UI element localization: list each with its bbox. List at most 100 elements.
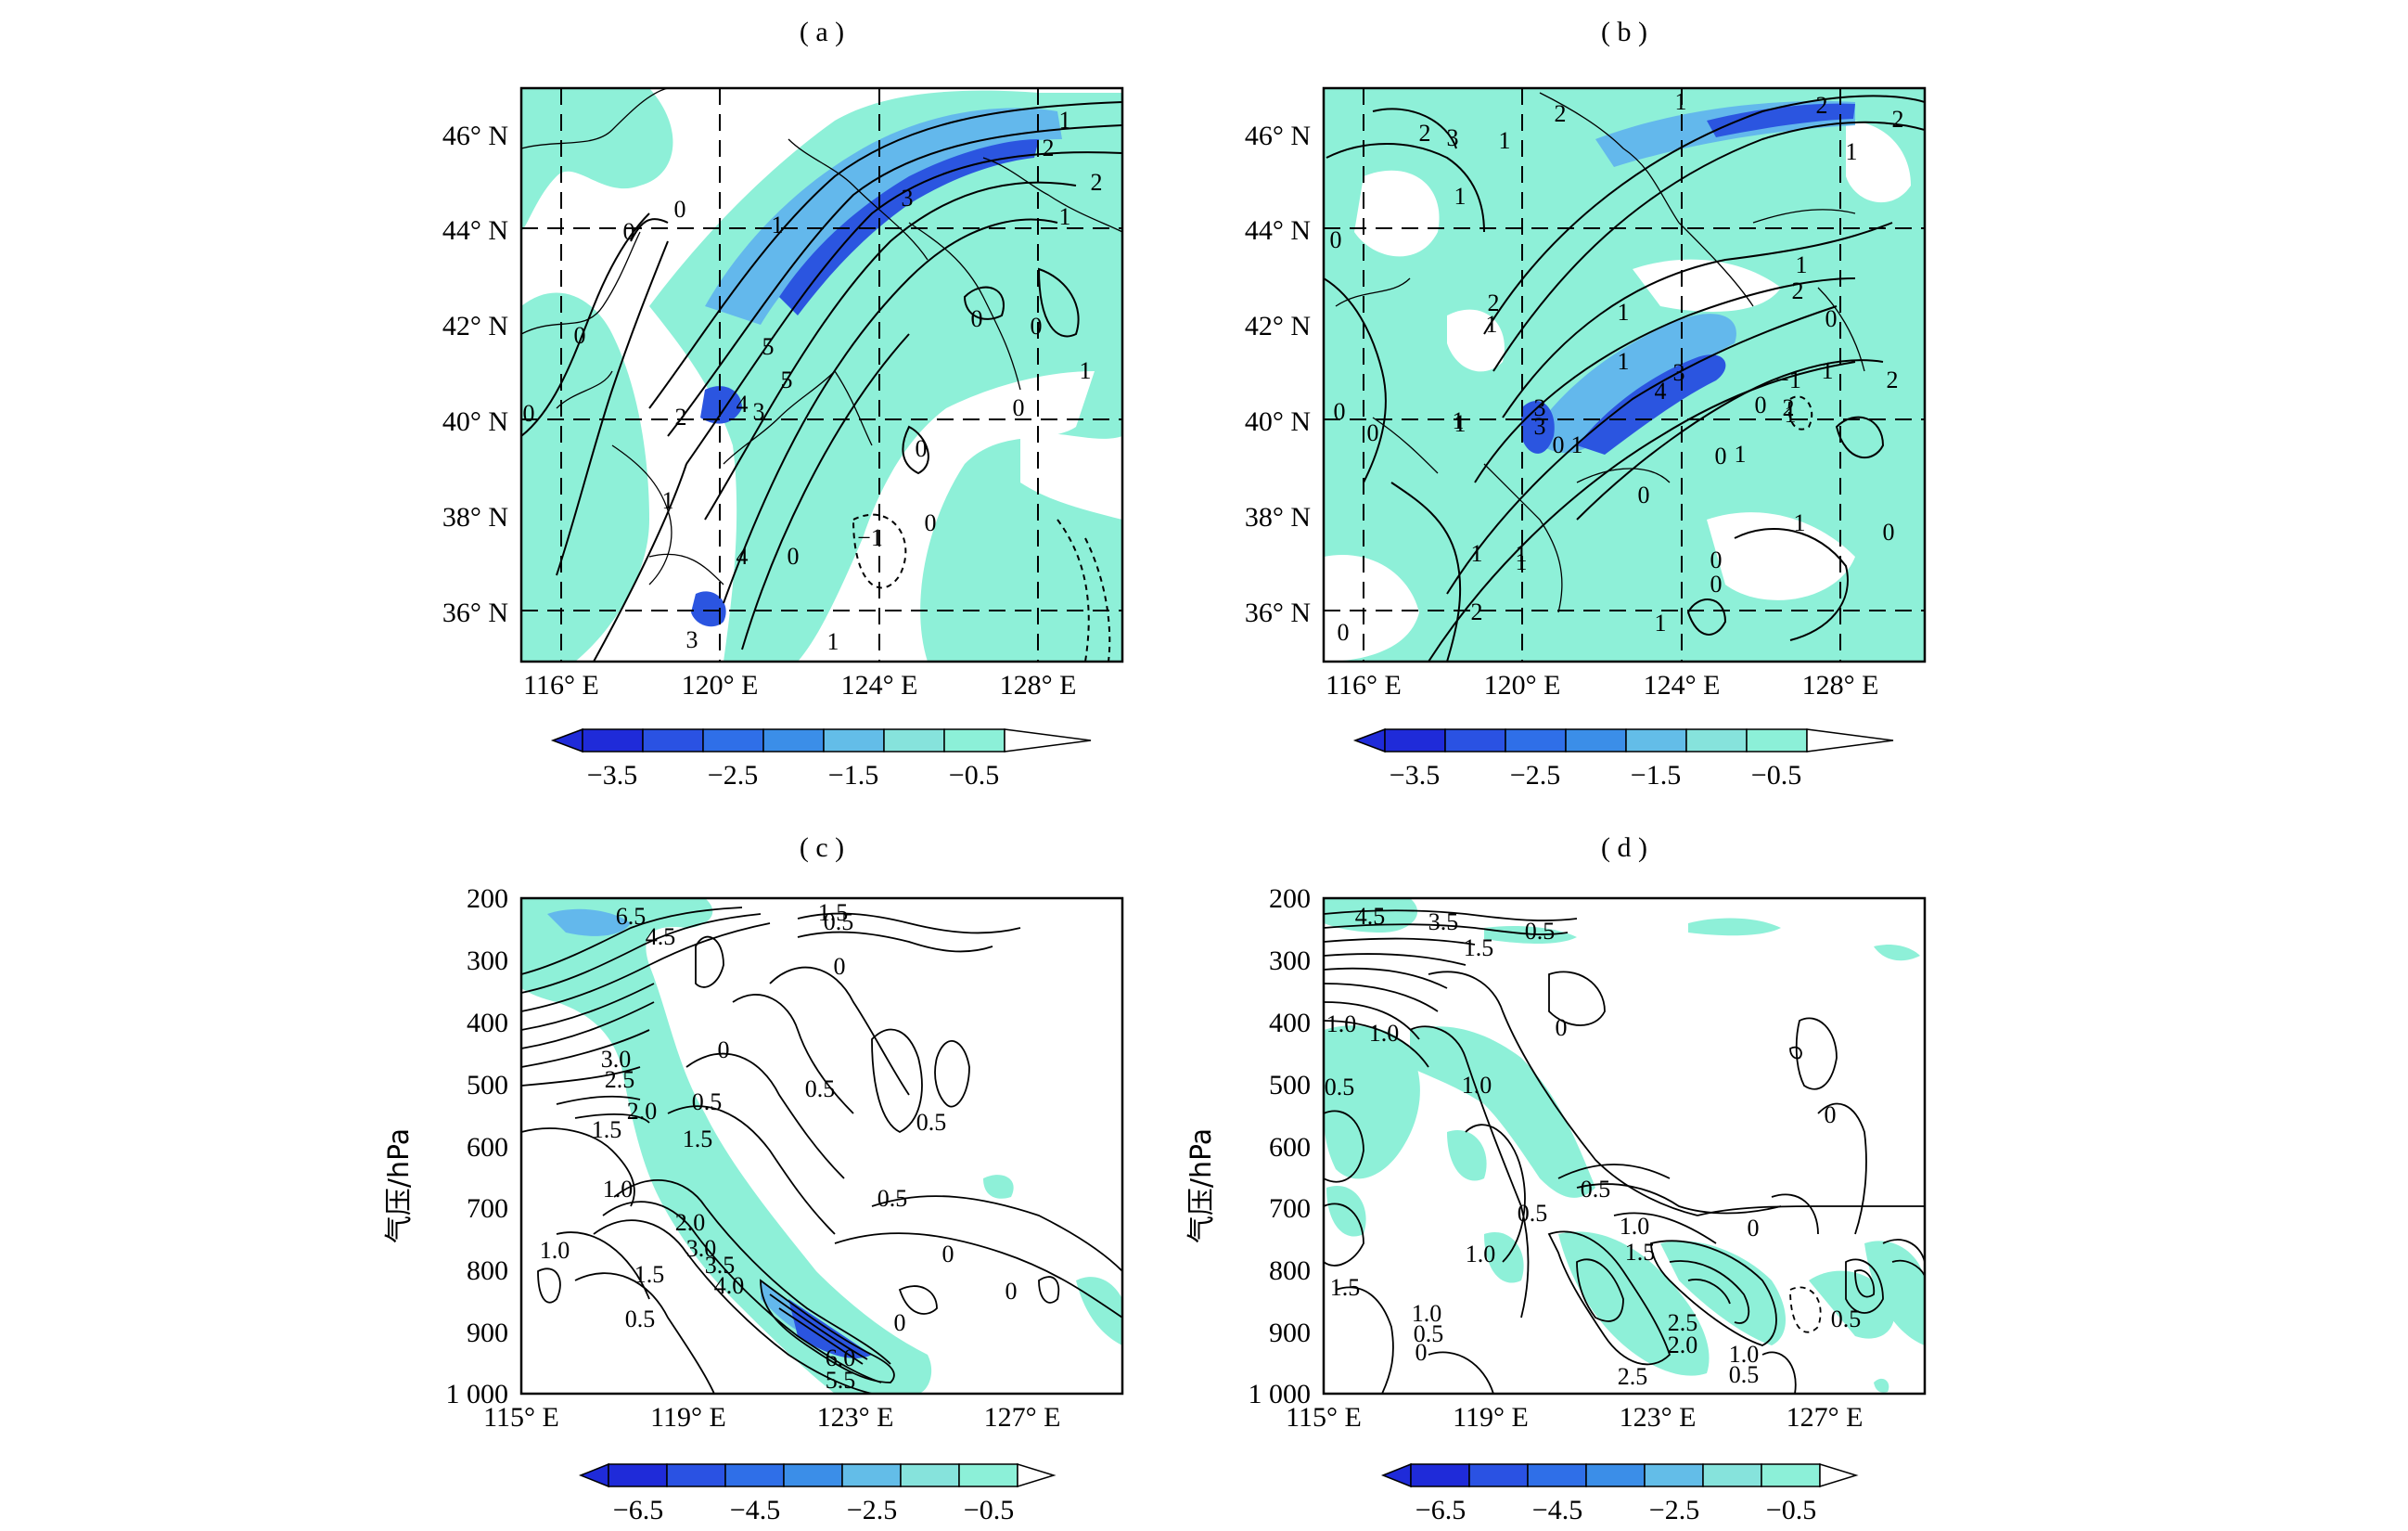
x-tick-label: 115° E xyxy=(483,1402,559,1433)
y-tick-label: 1 000 xyxy=(446,1379,509,1409)
contour-label: 1.0 xyxy=(1412,1300,1442,1327)
contour-label: 0 xyxy=(1330,226,1342,253)
contour-label: 1 xyxy=(1059,203,1071,230)
contour-label: 1.0 xyxy=(1369,1020,1400,1047)
colorbar-label: −2.5 xyxy=(1649,1495,1699,1525)
panel-c-x-ticks: 115° E 119° E 123° E 127° E xyxy=(483,1402,1060,1433)
panel-a-y-ticks: 46° N 44° N 42° N 40° N 38° N 36° N xyxy=(442,121,508,628)
panel-a-contour-labels: 1 2 2 1 3 0 0 1 0 5 0 1 0 0 5 4 3 2 0 0 xyxy=(523,107,1103,655)
panel-b-title: ( b ) xyxy=(1601,17,1647,47)
contour-label: 2 xyxy=(1091,169,1103,196)
contour-label: 1 xyxy=(1785,401,1797,428)
x-tick-label: 119° E xyxy=(650,1402,726,1433)
y-tick-label: 44° N xyxy=(442,215,508,246)
contour-label: 3 xyxy=(1673,359,1685,386)
contour-label: 0 xyxy=(1825,1101,1837,1128)
panel-d-plot: 4.5 3.5 1.5 0.5 1.0 1.0 0.5 1.0 0 0 0.5 … xyxy=(1324,898,1925,1394)
colorbar-label: −6.5 xyxy=(613,1495,663,1525)
contour-label: 1 xyxy=(1453,407,1465,434)
contour-label: 0 xyxy=(1710,547,1723,573)
contour-label: 1 xyxy=(1796,251,1808,278)
contour-label: −1 xyxy=(857,524,883,551)
panel-d-y-axis-label: 气压/hPa xyxy=(1185,1128,1218,1243)
y-tick-label: 700 xyxy=(1269,1193,1311,1224)
panel-b-frame xyxy=(1322,86,1927,663)
y-tick-label: 38° N xyxy=(442,502,508,533)
contour-label: 0.5 xyxy=(692,1088,723,1115)
contour-label: 0 xyxy=(1005,1278,1018,1305)
x-tick-label: 124° E xyxy=(1644,670,1721,701)
panel-c-frame xyxy=(519,896,1124,1396)
contour-label: 1 xyxy=(1516,540,1528,567)
contour-label: 0.5 xyxy=(824,908,854,935)
contour-label: 2.0 xyxy=(1668,1332,1698,1358)
colorbar-label: −0.5 xyxy=(949,760,999,791)
contour-label: 1.5 xyxy=(818,899,849,926)
contour-label: 0 xyxy=(1825,305,1838,332)
panel-d-title: ( d ) xyxy=(1601,832,1647,863)
y-tick-label: 600 xyxy=(1269,1132,1311,1163)
contour-label: 2 xyxy=(675,404,687,431)
y-tick-label: 300 xyxy=(467,946,508,976)
y-tick-label: 42° N xyxy=(442,311,508,341)
y-tick-label: 1 000 xyxy=(1249,1379,1312,1409)
contour-label: 1 xyxy=(1454,183,1467,210)
panel-c-shading xyxy=(521,898,1122,1394)
contour-label: 0.5 xyxy=(916,1109,947,1136)
contour-label: 2 xyxy=(1892,106,1904,133)
contour-label: 1.5 xyxy=(683,1126,713,1152)
y-tick-label: 36° N xyxy=(442,598,508,628)
y-tick-label: 900 xyxy=(1269,1318,1311,1348)
contour-label: 1 xyxy=(1618,299,1630,326)
contour-label: 2.0 xyxy=(627,1098,658,1125)
contour-label: 1.5 xyxy=(1625,1239,1656,1266)
panel-b-shading xyxy=(1324,88,1925,662)
colorbar-label: −0.5 xyxy=(1766,1495,1816,1525)
x-tick-label: 123° E xyxy=(817,1402,894,1433)
contour-label: 1 xyxy=(1454,410,1467,437)
contour-label: 0.5 xyxy=(1729,1361,1760,1388)
contour-label: 1 xyxy=(1486,311,1498,338)
panel-b-contours xyxy=(1324,95,1925,662)
panel-c-contours xyxy=(521,907,1122,1394)
colorbar-label: −6.5 xyxy=(1415,1495,1466,1525)
contour-label: 3.0 xyxy=(686,1235,717,1262)
panel-a-borders xyxy=(521,88,1122,585)
contour-label: 0.5 xyxy=(625,1306,656,1332)
panel-b-grid xyxy=(1324,88,1925,662)
panel-d-contour-labels: 4.5 3.5 1.5 0.5 1.0 1.0 0.5 1.0 0 0 0.5 … xyxy=(1325,903,1862,1390)
panel-a-colorbar: −3.5 −2.5 −1.5 −0.5 xyxy=(550,727,1092,791)
contour-label: 2.0 xyxy=(675,1209,706,1236)
y-tick-label: 400 xyxy=(1269,1008,1311,1038)
panel-c-plot: 6.5 4.5 1.5 0.5 0 0 3.0 2.5 2.0 1.5 0.5 … xyxy=(521,898,1122,1394)
contour-label: 1 xyxy=(1080,357,1092,384)
contour-label: 0 xyxy=(1715,443,1727,470)
contour-label: 1 xyxy=(1846,138,1858,165)
contour-label: 1 xyxy=(1571,431,1583,458)
x-tick-label: 127° E xyxy=(1787,1402,1864,1433)
colorbar-label: −1.5 xyxy=(828,760,878,791)
y-tick-label: 800 xyxy=(467,1255,508,1286)
contour-label: 1.5 xyxy=(1464,934,1494,961)
contour-label: 0 xyxy=(1883,519,1895,546)
x-tick-label: 115° E xyxy=(1286,1402,1362,1433)
y-tick-label: 500 xyxy=(467,1070,508,1100)
contour-label: 0 xyxy=(1367,419,1379,446)
contour-label: 3 xyxy=(902,185,914,212)
contour-label: 2 xyxy=(1419,120,1431,147)
panel-c-title: ( c ) xyxy=(800,832,844,863)
contour-label: 0 xyxy=(971,305,983,332)
contour-label: 0 xyxy=(1415,1339,1428,1366)
y-tick-label: 200 xyxy=(467,883,508,914)
x-tick-label: 120° E xyxy=(1484,670,1561,701)
colorbar-label: −4.5 xyxy=(1532,1495,1582,1525)
contour-label: 2 xyxy=(1488,289,1500,316)
colorbar-label: −3.5 xyxy=(1390,760,1440,791)
contour-label: 0.5 xyxy=(1518,1200,1548,1227)
contour-label: 1 xyxy=(1655,610,1667,637)
panel-b-contour-labels: 2 3 1 2 1 2 1 1 0 2 1 1 1 2 2 1 0 1 3 4 xyxy=(1330,88,1904,646)
y-tick-label: 400 xyxy=(467,1008,508,1038)
x-tick-label: 119° E xyxy=(1453,1402,1529,1433)
contour-label: 0.5 xyxy=(1581,1176,1611,1203)
